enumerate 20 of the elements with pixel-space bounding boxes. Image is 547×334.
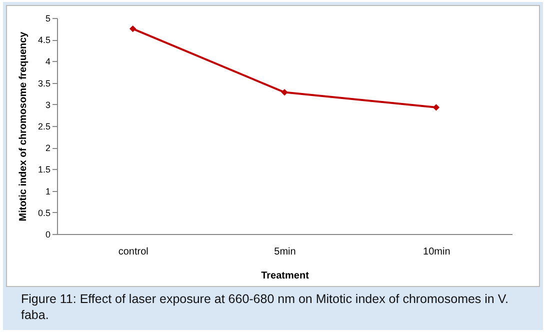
y-tick-label: 2.5 (38, 122, 50, 132)
y-tick-label: 2 (45, 143, 50, 154)
caption: Figure 11: Effect of laser exposure at 660-680 nm on Mitotic index of chromosomes in V. faba. (21, 291, 510, 323)
y-tick-label: 1.5 (38, 164, 50, 175)
point (432, 104, 440, 111)
y-tick-label: 3 (45, 100, 50, 110)
y-tick-label: 0 (45, 230, 50, 240)
x-tick-label: control (118, 246, 148, 258)
point (129, 25, 136, 32)
y-tick-label: 4 (45, 56, 50, 67)
y-tick-label: 1 (45, 186, 50, 196)
y-axis-title: Mitotic index of chromosome frequency (18, 31, 29, 222)
y-tick-label: 5 (45, 14, 50, 24)
y-tick-label: 3.5 (38, 78, 50, 88)
y-tick-label: 4.5 (38, 35, 50, 46)
x-tick-label: 5min (274, 246, 296, 258)
x-axis-title: Treatment (261, 270, 310, 282)
point (281, 88, 288, 96)
x-tick-label: 10min (423, 246, 450, 258)
y-tick-label: 0.5 (38, 208, 50, 218)
